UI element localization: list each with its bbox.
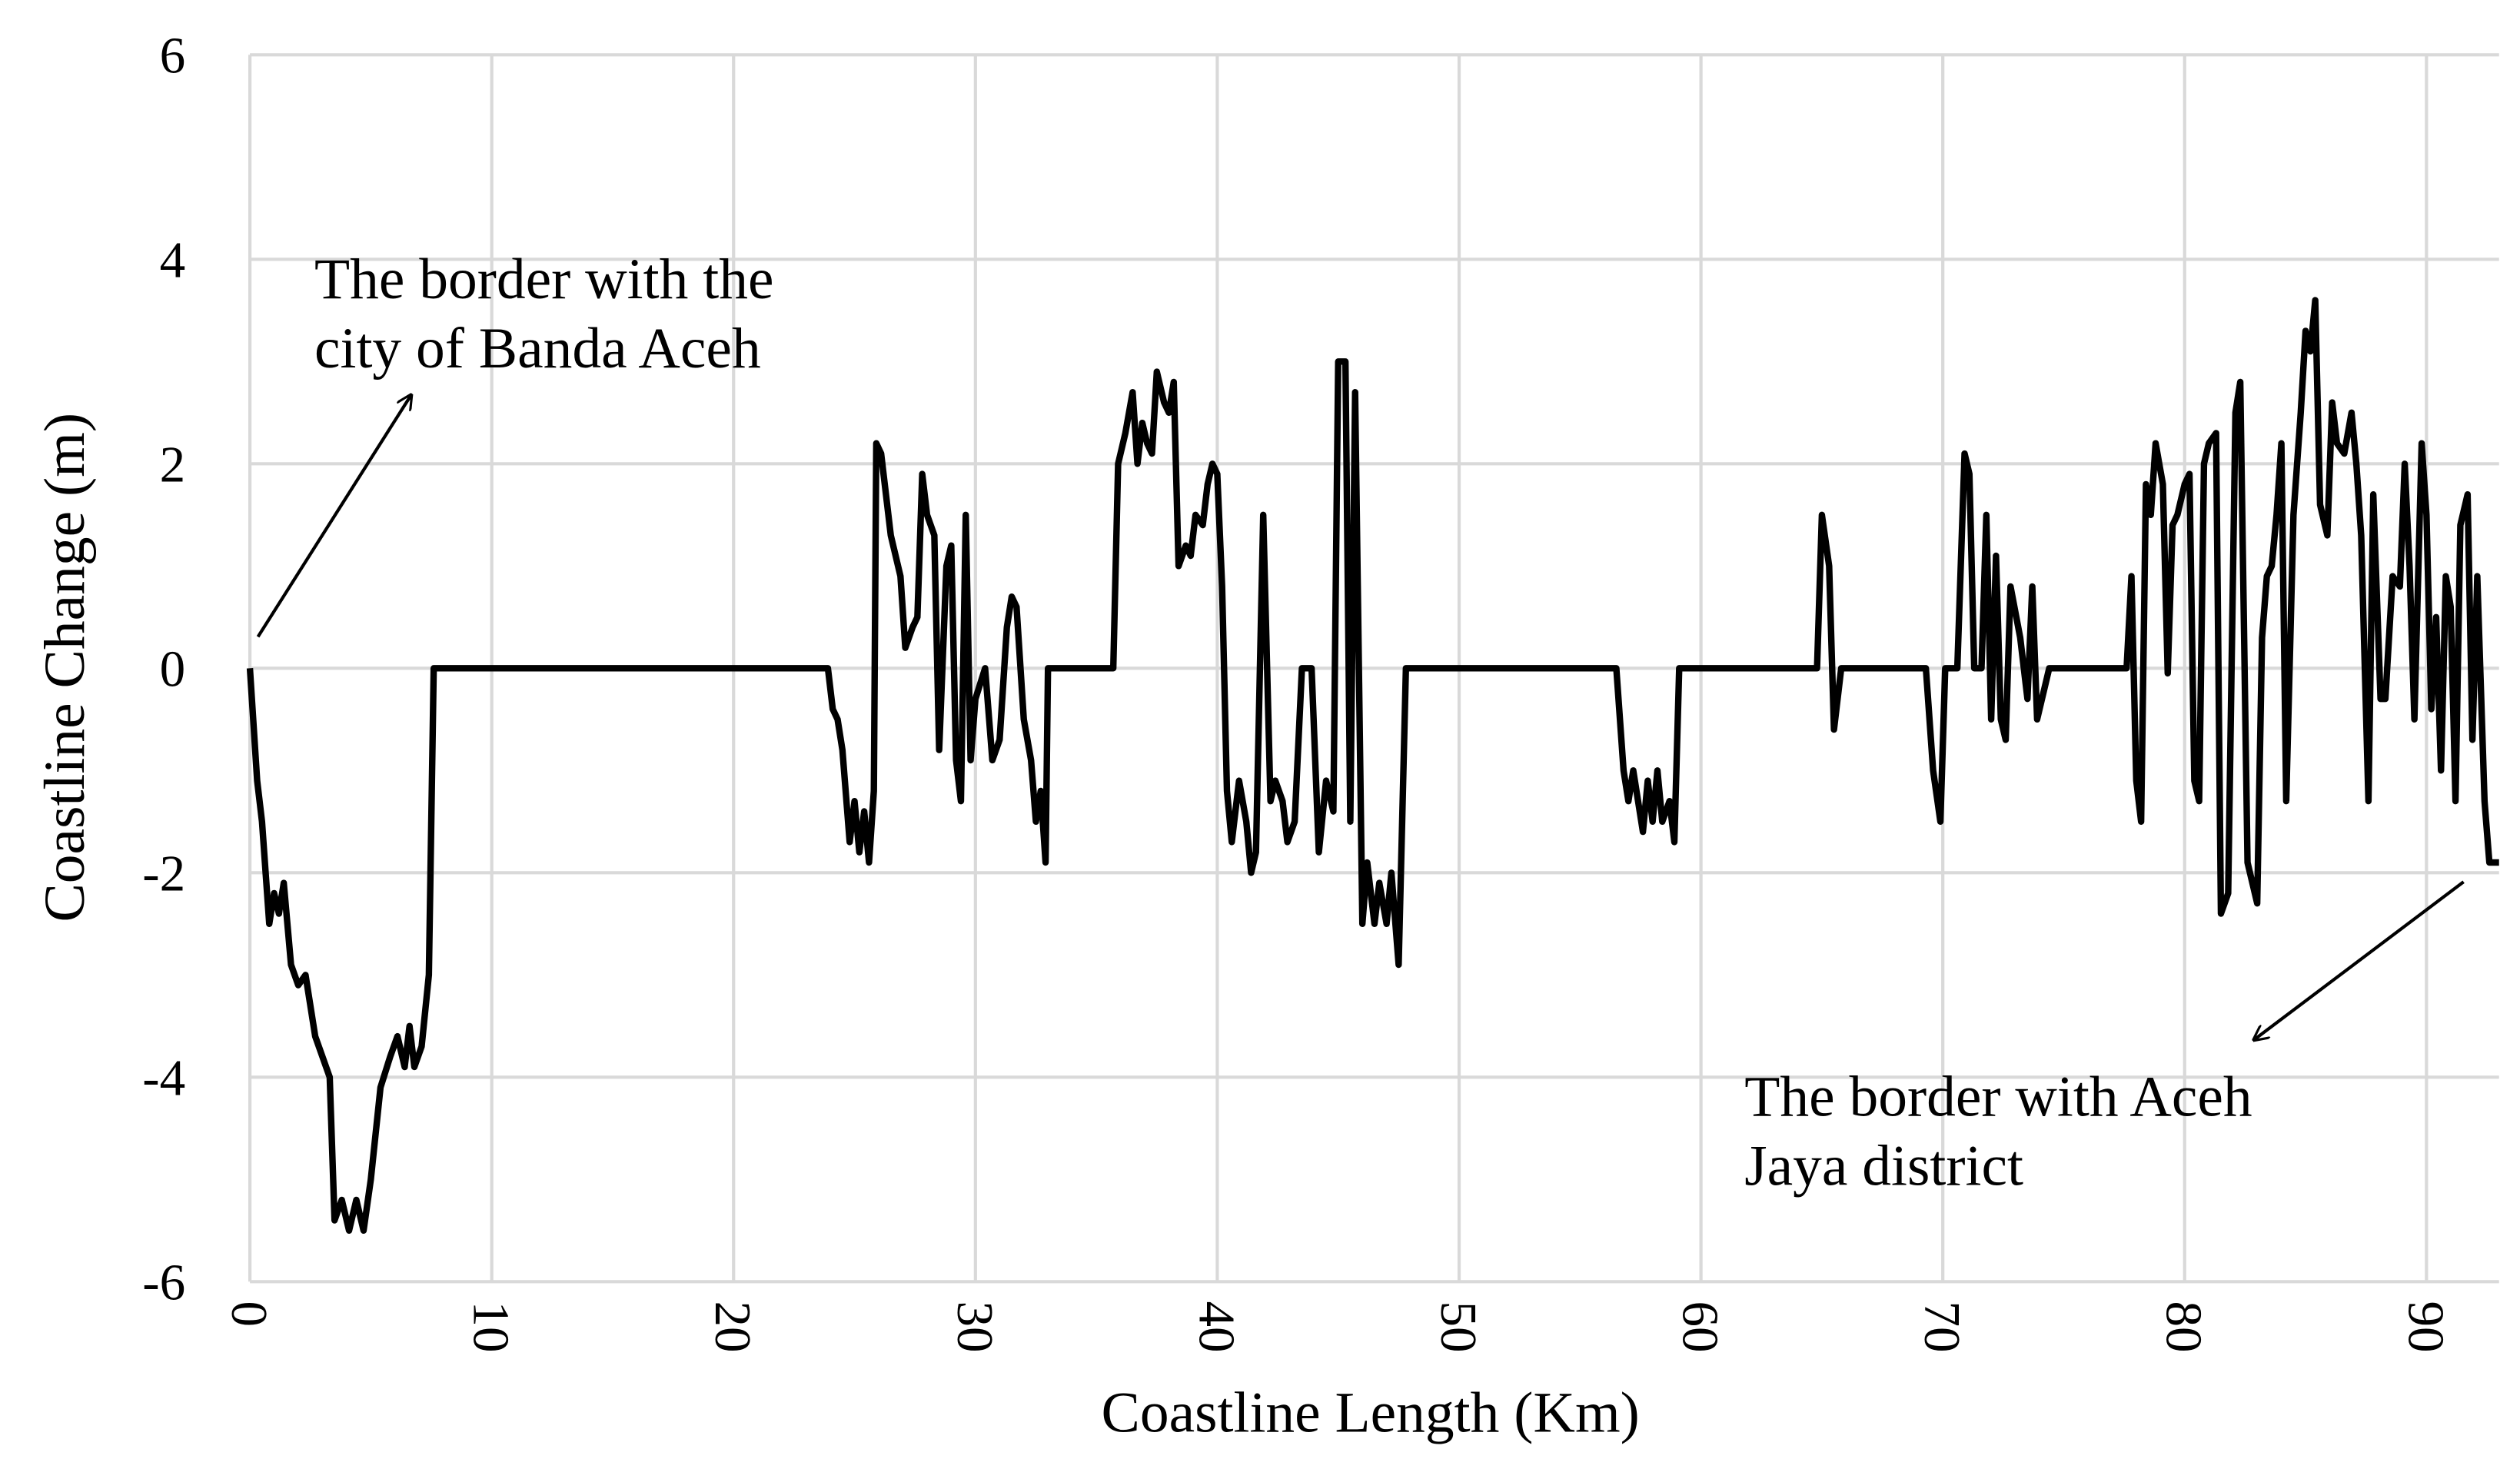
- y-tick-label: 0: [160, 640, 186, 697]
- x-tick-label: 10: [463, 1301, 520, 1352]
- annotation-text: Jaya district: [1744, 1134, 2023, 1198]
- annotation-arrow: [256, 395, 411, 638]
- x-tick-label: 80: [2156, 1301, 2213, 1352]
- x-tick-label: 20: [704, 1301, 762, 1352]
- annotation-text: The border with Aceh: [1744, 1065, 2252, 1128]
- x-tick-label: 60: [1672, 1301, 1730, 1352]
- x-tick-label: 30: [946, 1301, 1004, 1352]
- y-tick-label: 4: [160, 231, 186, 288]
- y-axis-label: Coastline Change (m): [33, 413, 97, 922]
- y-tick-label: 6: [160, 26, 186, 84]
- y-tick-label: -6: [142, 1253, 185, 1311]
- y-tick-label: -4: [142, 1049, 185, 1106]
- y-tick-label: 2: [160, 435, 186, 493]
- x-tick-label: 90: [2397, 1301, 2455, 1352]
- x-tick-label: 40: [1188, 1301, 1245, 1352]
- annotation-arrow: [2254, 880, 2465, 1040]
- annotation-text: The border with the: [314, 248, 774, 311]
- x-tick-label: 50: [1430, 1301, 1488, 1352]
- x-axis-label: Coastline Length (Km): [1101, 1381, 1639, 1444]
- x-tick-label: 0: [221, 1301, 278, 1327]
- annotation-text: city of Banda Aceh: [314, 317, 761, 381]
- data-line: [246, 297, 2499, 1234]
- y-tick-label: -2: [142, 844, 185, 902]
- x-tick-label: 70: [1913, 1301, 1971, 1352]
